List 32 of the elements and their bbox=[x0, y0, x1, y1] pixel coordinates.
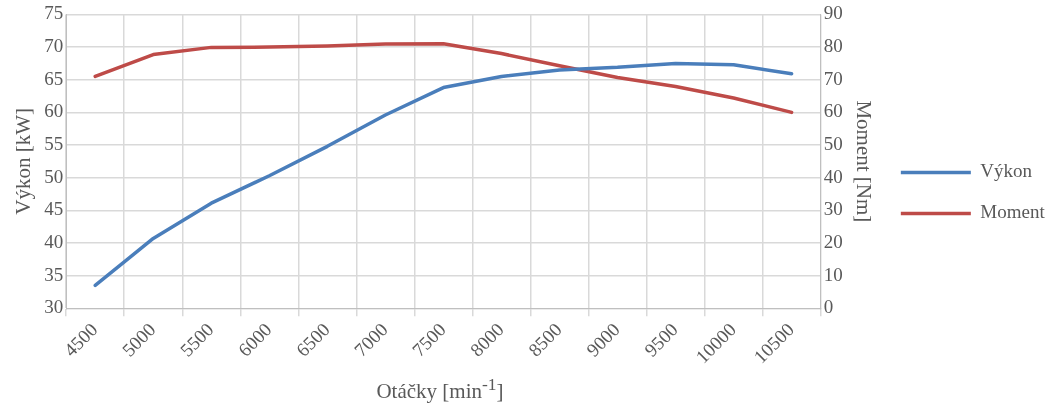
y-tick-label: 50 bbox=[44, 165, 64, 187]
y-tick-label: 70 bbox=[44, 35, 64, 57]
y2-tick-label: 0 bbox=[823, 296, 834, 318]
y2-tick-label: 10 bbox=[823, 263, 843, 285]
y2-tick-label: 40 bbox=[823, 165, 843, 187]
x-tick-label: 8000 bbox=[466, 318, 508, 361]
legend-label: Výkon bbox=[980, 160, 1033, 182]
y-tick-label: 40 bbox=[44, 230, 64, 252]
y2-tick-label: 60 bbox=[823, 100, 843, 122]
y-axis-title: Výkon [kW] bbox=[11, 107, 36, 215]
y-tick-label: 75 bbox=[44, 2, 64, 24]
y-tick-label: 30 bbox=[44, 296, 64, 318]
x-axis-title: Otáčky [min$^{-1}$] bbox=[375, 374, 505, 404]
x-tick-label: 8500 bbox=[524, 318, 566, 361]
y2-tick-label: 90 bbox=[823, 2, 843, 24]
x-tick-label: 7500 bbox=[408, 318, 450, 361]
y2-axis-title: Moment [Nm] bbox=[851, 100, 876, 223]
x-tick-label: 7000 bbox=[350, 318, 392, 361]
y2-tick-label: 70 bbox=[823, 67, 843, 89]
y2-tick-label: 80 bbox=[823, 35, 843, 57]
x-tick-label: 6500 bbox=[291, 318, 334, 361]
y2-tick-label: 30 bbox=[823, 198, 843, 220]
y-tick-label: 45 bbox=[44, 198, 64, 220]
y-tick-label: 35 bbox=[44, 263, 64, 285]
y-tick-label: 60 bbox=[44, 100, 64, 122]
y2-tick-label: 20 bbox=[823, 230, 843, 252]
x-tick-label: 6000 bbox=[233, 318, 276, 361]
y-tick-label: 65 bbox=[44, 67, 64, 89]
x-tick-label: 4500 bbox=[59, 318, 102, 361]
y-tick-label: 55 bbox=[44, 133, 64, 154]
y2-tick-label: 50 bbox=[823, 133, 843, 154]
legend-label: Moment bbox=[980, 201, 1046, 223]
